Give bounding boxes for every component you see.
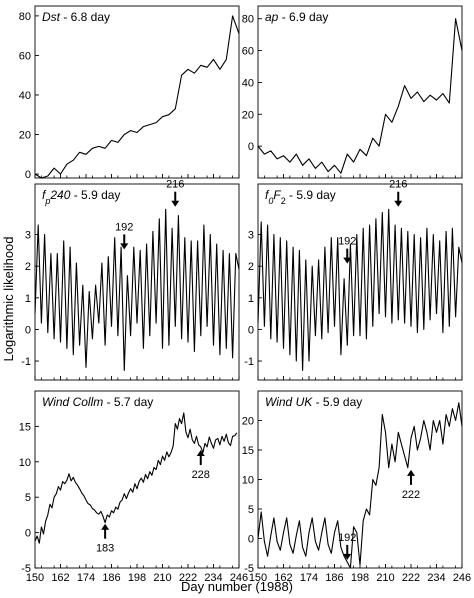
plot-frame [257, 390, 463, 569]
x-tick-label: 198 [128, 572, 146, 584]
panel-title: Wind UK - 5.9 day [265, 395, 362, 409]
y-tick-label: 20 [242, 416, 254, 428]
y-tick-label: 1 [248, 293, 254, 305]
x-tick-label: 174 [300, 572, 318, 584]
series-line [34, 15, 240, 179]
y-tick-label: 0 [25, 324, 31, 336]
y-tick-label: 15 [242, 445, 254, 457]
y-tick-label: 0 [248, 141, 254, 153]
y-tick-label: 80 [19, 11, 31, 23]
y-tick-label: 0 [25, 528, 31, 540]
x-tick-label: 162 [51, 572, 69, 584]
y-tick-label: 2 [25, 261, 31, 273]
panel-title: Dst - 6.8 day [42, 10, 110, 24]
y-tick-label: 15 [19, 421, 31, 433]
x-tick-label: 186 [325, 572, 343, 584]
y-tick-label: 5 [248, 504, 254, 516]
series-line [34, 208, 240, 372]
x-tick-label: 246 [453, 572, 471, 584]
y-tick-label: 3 [248, 230, 254, 242]
y-tick-label: -5 [21, 563, 31, 575]
y-tick-label: 1 [25, 293, 31, 305]
y-tick-label: 40 [19, 90, 31, 102]
y-tick-label: 0 [248, 324, 254, 336]
arrow-head [343, 257, 352, 264]
y-tick-label: 60 [242, 46, 254, 58]
arrow-annotation: 192 [338, 236, 356, 264]
x-tick-label: 150 [249, 572, 267, 584]
arrow-head [171, 200, 180, 207]
y-tick-label: 3 [25, 230, 31, 242]
arrow-head [343, 553, 352, 560]
arrow-head [407, 469, 415, 476]
panel-windcollm: -5 0 5 10 15 150 162 174 186 198 210 222 234 246 Wind … [19, 390, 248, 584]
x-tick-label: 246 [230, 572, 248, 584]
arrow-annotation: 192 [115, 221, 133, 250]
arrow-label: 216 [389, 179, 407, 191]
y-tick-label: 10 [242, 475, 254, 487]
y-tick-label: 5 [25, 492, 31, 504]
x-tick-label: 198 [351, 572, 369, 584]
arrow-label: 183 [96, 543, 114, 555]
panel-f0f2: -1 0 1 2 3 f0F2 - 5.9 day 192 216 [244, 179, 463, 381]
arrow-head [120, 243, 129, 250]
arrow-annotation: 183 [96, 523, 114, 555]
arrow-annotation: 216 [389, 179, 407, 207]
x-tick-label: 222 [402, 572, 420, 584]
series-line [257, 208, 463, 372]
arrow-label: 216 [166, 179, 184, 191]
x-tick-label: 174 [77, 572, 95, 584]
y-tick-label: -1 [21, 356, 31, 368]
series-line [257, 18, 463, 174]
arrow-head [196, 450, 205, 457]
series-line [34, 412, 238, 544]
panel-title: f0F2 - 5.9 day [265, 188, 336, 206]
y-tick-label: 20 [242, 109, 254, 121]
series-line [257, 402, 463, 569]
y-tick-label: -5 [244, 563, 254, 575]
arrow-annotation: 228 [192, 450, 210, 481]
x-tick-label: 222 [179, 572, 197, 584]
plot-frame [257, 5, 463, 179]
panel-winduk: -5 0 5 10 15 20 150 162 174 186 198 210 222 234 246 Win… [242, 390, 471, 584]
y-tick-label: 60 [19, 50, 31, 62]
x-tick-label: 210 [153, 572, 171, 584]
arrow-label: 228 [192, 469, 210, 481]
arrow-head [101, 523, 110, 530]
y-tick-label: 40 [242, 77, 254, 89]
arrow-annotation: 216 [166, 179, 184, 207]
y-tick-label: 80 [242, 14, 254, 26]
arrow-head [394, 200, 403, 207]
x-tick-label: 234 [427, 572, 445, 584]
panel-fp240: -1 0 1 2 3 fp240 - 5.9 day 192 216 [21, 179, 240, 381]
x-tick-label: 162 [274, 572, 292, 584]
arrow-label: 222 [402, 489, 420, 501]
y-tick-label: 10 [19, 457, 31, 469]
y-tick-label: 0 [248, 534, 254, 546]
plot-frame [34, 5, 240, 179]
panel-ap: 0 20 40 60 80 ap - 6.9 day [242, 5, 463, 179]
arrow-label: 192 [338, 236, 356, 248]
panel-dst: 0 20 40 60 80 Dst - 6.8 day [19, 5, 240, 181]
panel-title: Wind Collm - 5.7 day [42, 395, 153, 409]
y-tick-label: 20 [19, 130, 31, 142]
arrow-annotation: 192 [338, 532, 356, 560]
arrow-label: 192 [115, 221, 133, 233]
y-tick-label: -1 [244, 356, 254, 368]
x-tick-label: 186 [102, 572, 120, 584]
arrow-annotation: 222 [402, 469, 420, 501]
arrow-label: 192 [338, 532, 356, 544]
panel-title: ap - 6.9 day [265, 10, 328, 24]
x-tick-label: 150 [26, 572, 44, 584]
y-axis-label: Logarithmic likelihood [1, 236, 16, 361]
y-tick-label: 2 [248, 261, 254, 273]
x-tick-label: 210 [376, 572, 394, 584]
panel-title: fp240 - 5.9 day [42, 188, 120, 206]
y-tick-label: 0 [25, 169, 31, 181]
x-axis-label: Day number (1988) [181, 579, 293, 594]
x-tick-label: 234 [204, 572, 222, 584]
